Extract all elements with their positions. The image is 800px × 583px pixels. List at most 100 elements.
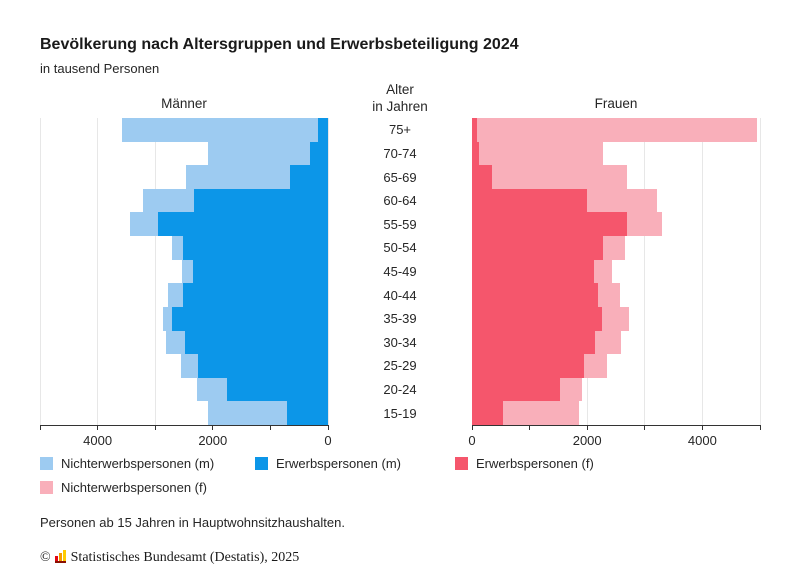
- legend-item: Nichterwerbspersonen (f): [40, 480, 255, 495]
- bar-segment: [289, 165, 328, 189]
- bar-segment: [595, 330, 622, 355]
- bar-segment: [586, 188, 657, 213]
- bar-segment: [182, 283, 328, 307]
- x-axis-line: [472, 425, 760, 426]
- gridline: [97, 118, 99, 425]
- legend-swatch-icon: [455, 457, 468, 470]
- bar-segment: [162, 306, 173, 331]
- bar-row-45-49: [40, 259, 328, 284]
- axis-tick: [269, 425, 271, 430]
- bar-row-25-29: [40, 354, 328, 378]
- legend-swatch-icon: [40, 457, 53, 470]
- bar-segment: [472, 141, 480, 166]
- age-label-45-49: 45-49: [383, 263, 417, 279]
- bar-segment: [171, 236, 183, 260]
- bar-segment: [193, 188, 328, 213]
- age-label-70-74: 70-74: [383, 145, 417, 161]
- brand-bar: [58, 553, 62, 561]
- legend-item: Erwerbspersonen (m): [255, 456, 455, 471]
- age-label-60-64: 60-64: [383, 193, 417, 209]
- bar-segment: [157, 212, 328, 237]
- axis-tick: [701, 425, 703, 430]
- age-label-65-69: 65-69: [383, 169, 417, 185]
- axis-tick: [97, 425, 99, 430]
- bar-row-20-24: [40, 377, 328, 402]
- bar-row-60-64: [40, 188, 328, 213]
- bar-segment: [310, 141, 328, 166]
- bar-segment: [180, 354, 198, 378]
- age-label-30-34: 30-34: [383, 334, 417, 350]
- bar-segment: [491, 165, 627, 189]
- bar-row-25-29: [472, 354, 760, 378]
- age-label-40-44: 40-44: [383, 287, 417, 303]
- legend: Nichterwerbspersonen (m) Erwerbspersonen …: [40, 456, 760, 495]
- gridline: [154, 118, 156, 425]
- bar-segment: [583, 354, 607, 378]
- women-pyramid-plot: 0 2000 4000: [468, 118, 761, 448]
- bar-segment: [197, 354, 328, 378]
- gridline: [39, 118, 41, 425]
- bar-row-65-69: [472, 165, 760, 189]
- chart-subtitle: in tausend Personen: [40, 61, 160, 76]
- copyright-text: Statistisches Bundesamt (Destatis), 2025: [70, 550, 300, 565]
- bar-row-55-59: [40, 212, 328, 237]
- bar-segment: [560, 377, 582, 402]
- bar-row-60-64: [472, 188, 760, 213]
- axis-tick-label: 4000: [83, 433, 113, 448]
- axis-tick: [586, 425, 588, 430]
- axis-tick: [644, 425, 646, 430]
- bar-segment: [182, 236, 328, 260]
- page-title: Bevölkerung nach Altersgruppen und Erwer…: [40, 36, 519, 53]
- bar-segment: [502, 401, 579, 425]
- bar-segment: [479, 141, 604, 166]
- bar-segment: [318, 118, 328, 142]
- axis-tick: [471, 425, 473, 430]
- age-label-50-54: 50-54: [383, 240, 417, 256]
- bar-segment: [196, 377, 227, 402]
- brand-bar: [54, 556, 58, 561]
- bar-segment: [472, 236, 604, 260]
- bar-segment: [226, 377, 328, 402]
- men-panel-title: Männer: [161, 96, 207, 111]
- bar-segment: [472, 330, 596, 355]
- bar-segment: [626, 212, 663, 237]
- bar-segment: [472, 283, 599, 307]
- bar-row-70-74: [40, 141, 328, 166]
- bar-segment: [472, 212, 627, 237]
- footnote: Personen ab 15 Jahren in Hauptwohnsitzha…: [40, 515, 345, 530]
- bar-row-40-44: [40, 283, 328, 307]
- bar-segment: [598, 283, 621, 307]
- bar-segment: [472, 354, 584, 378]
- bar-row-55-59: [472, 212, 760, 237]
- bar-row-35-39: [40, 306, 328, 331]
- bar-row-75+: [472, 118, 760, 142]
- bar-segment: [472, 377, 561, 402]
- bar-segment: [129, 212, 158, 237]
- bar-row-15-19: [40, 401, 328, 425]
- axis-tick-label: 0: [468, 433, 476, 448]
- copyright-line: © Statistisches Bundesamt (Destatis), 20…: [40, 550, 299, 566]
- age-label-55-59: 55-59: [383, 216, 417, 232]
- women-panel-title: Frauen: [594, 96, 638, 111]
- axis-tick: [759, 425, 761, 430]
- axis-tick-label: 2000: [198, 433, 228, 448]
- copyright-symbol: ©: [40, 550, 51, 565]
- bar-segment: [121, 118, 319, 142]
- bar-segment: [165, 330, 185, 355]
- axis-tick: [327, 425, 329, 430]
- age-label-15-19: 15-19: [383, 405, 417, 421]
- bar-segment: [172, 306, 328, 331]
- bar-segment: [185, 165, 290, 189]
- axis-tick-label: 2000: [572, 433, 602, 448]
- axis-tick: [154, 425, 156, 430]
- legend-label: Erwerbspersonen (f): [476, 456, 594, 471]
- axis-tick-label: 4000: [687, 433, 717, 448]
- axis-tick: [529, 425, 531, 430]
- bar-row-50-54: [40, 236, 328, 260]
- bar-row-40-44: [472, 283, 760, 307]
- legend-item: Erwerbspersonen (f): [455, 456, 760, 471]
- gridline: [701, 118, 703, 425]
- legend-label: Erwerbspersonen (m): [276, 456, 401, 471]
- bar-segment: [184, 330, 328, 355]
